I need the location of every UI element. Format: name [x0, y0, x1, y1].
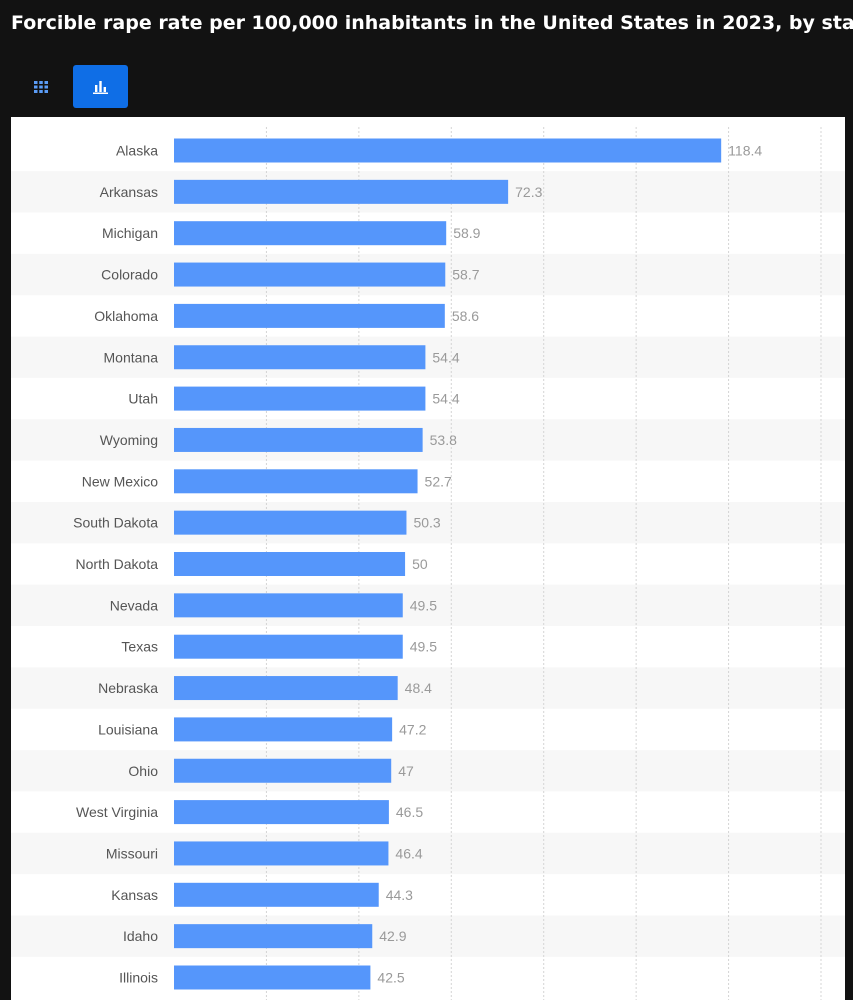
bar[interactable] — [174, 924, 373, 949]
category-label: Texas — [121, 639, 158, 655]
category-label: Illinois — [119, 970, 158, 986]
bar-chart-icon — [93, 80, 108, 94]
category-label: Missouri — [106, 845, 158, 861]
category-label: West Virginia — [76, 804, 158, 820]
category-label: Alaska — [116, 143, 158, 159]
value-label: 118.4 — [728, 143, 762, 159]
bar[interactable] — [174, 882, 379, 907]
value-label: 47 — [398, 763, 414, 779]
value-label: 42.5 — [377, 970, 404, 986]
chart-view-button[interactable] — [73, 65, 128, 108]
bar[interactable] — [174, 552, 406, 576]
bar[interactable] — [174, 262, 446, 287]
bar-chart: Alaska Arkansas Michigan Colorado Oklahoma Mo… — [11, 127, 845, 1000]
grid-icon — [33, 80, 48, 93]
value-label: 54.4 — [432, 391, 459, 407]
value-label: 46.4 — [395, 845, 422, 861]
bar[interactable] — [174, 469, 418, 494]
row-stripe — [11, 667, 845, 709]
row-stripe — [11, 832, 845, 875]
bar[interactable] — [174, 386, 426, 411]
row-stripe — [11, 501, 845, 544]
category-label: Ohio — [128, 763, 158, 779]
value-label: 52.7 — [425, 473, 452, 489]
category-label: Nevada — [110, 597, 158, 613]
row-stripe — [11, 336, 845, 378]
row-stripe — [11, 584, 845, 627]
value-label: 47.2 — [399, 721, 426, 737]
category-label: Louisiana — [98, 721, 158, 737]
value-label: 44.3 — [386, 887, 413, 903]
category-label: Utah — [128, 391, 158, 407]
category-label: Kansas — [111, 887, 158, 903]
bar[interactable] — [174, 303, 445, 328]
value-label: 58.6 — [452, 308, 479, 324]
value-label: 58.7 — [452, 267, 479, 283]
category-label: South Dakota — [73, 515, 158, 531]
bar[interactable] — [174, 179, 509, 204]
category-label: Wyoming — [100, 432, 158, 448]
category-label: Michigan — [102, 225, 158, 241]
value-label: 50 — [412, 556, 428, 572]
value-label: 42.9 — [379, 928, 406, 944]
value-label: 49.5 — [410, 639, 437, 655]
bar[interactable] — [174, 510, 407, 535]
category-label: Arkansas — [100, 184, 158, 200]
table-view-button[interactable] — [13, 65, 68, 108]
bar[interactable] — [174, 841, 389, 866]
category-label: Montana — [104, 349, 159, 365]
bar[interactable] — [174, 758, 392, 783]
value-label: 72.3 — [515, 184, 542, 200]
chart-panel: Alaska Arkansas Michigan Colorado Oklahoma Mo… — [11, 117, 845, 1000]
page-title: Forcible rape rate per 100,000 inhabitan… — [11, 12, 853, 34]
bar[interactable] — [174, 138, 722, 163]
bar[interactable] — [174, 965, 371, 990]
bar[interactable] — [174, 634, 403, 659]
bar[interactable] — [174, 717, 393, 742]
category-label: New Mexico — [82, 473, 158, 489]
value-label: 49.5 — [410, 597, 437, 613]
row-stripe — [11, 915, 845, 957]
row-stripe — [11, 750, 845, 792]
value-label: 46.5 — [396, 804, 423, 820]
bar[interactable] — [174, 800, 389, 825]
bar[interactable] — [174, 593, 403, 618]
category-label: Colorado — [101, 267, 158, 283]
value-label: 48.4 — [405, 680, 432, 696]
value-label: 58.9 — [453, 225, 480, 241]
category-label: Nebraska — [98, 680, 158, 696]
value-label: 54.4 — [432, 349, 459, 365]
category-label: Oklahoma — [94, 308, 158, 324]
category-label: North Dakota — [76, 556, 159, 572]
value-label: 53.8 — [430, 432, 457, 448]
bar[interactable] — [174, 676, 398, 701]
bar[interactable] — [174, 427, 423, 452]
category-label: Idaho — [123, 928, 158, 944]
bar[interactable] — [174, 221, 447, 246]
bar[interactable] — [174, 345, 426, 370]
row-stripe — [11, 419, 845, 461]
value-label: 50.3 — [413, 515, 440, 531]
